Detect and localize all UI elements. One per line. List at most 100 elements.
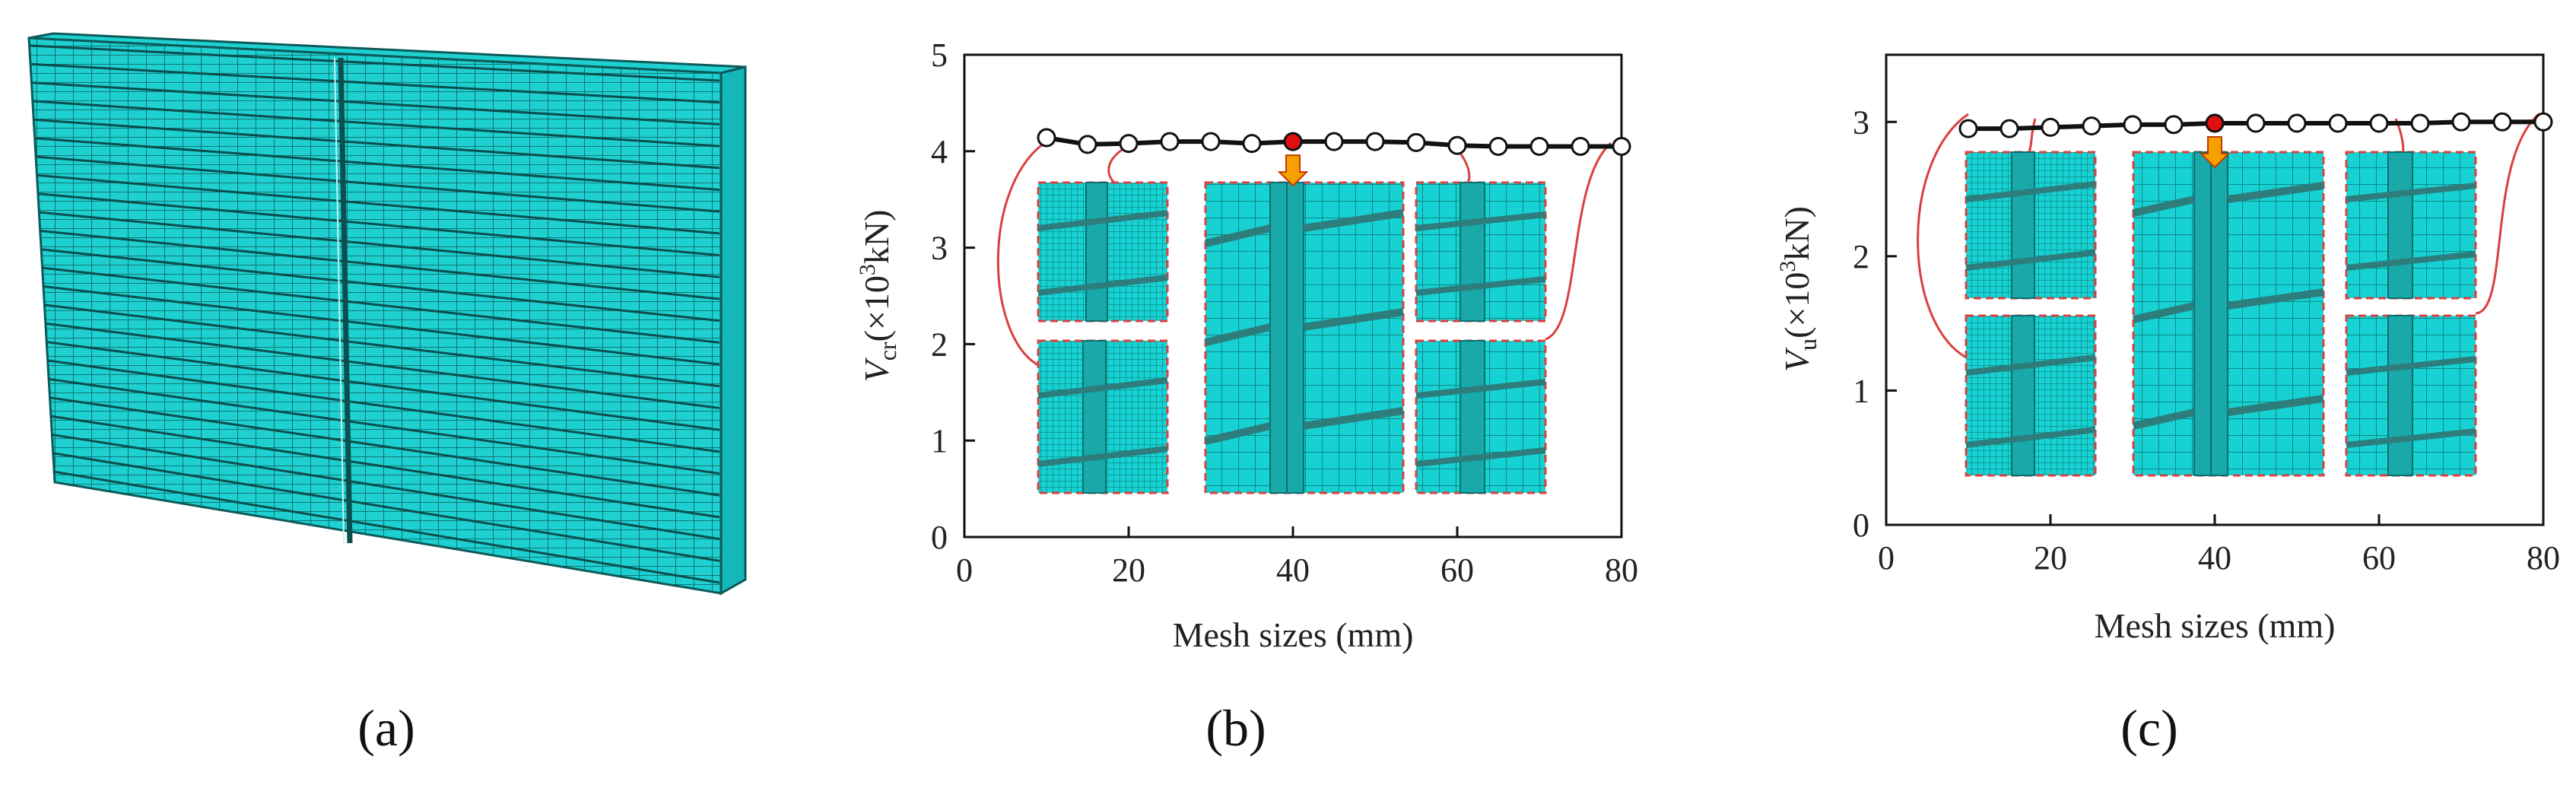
wall-band: [52, 470, 720, 584]
optimal-arrow-icon: [2199, 136, 2231, 169]
panel-a-wall-mesh: [27, 32, 747, 596]
data-point: [1529, 136, 1549, 156]
inset-c-70mm-bottom: [2345, 314, 2477, 477]
wall-band: [40, 229, 720, 300]
wall-band: [36, 155, 720, 213]
x-tick-label: 60: [2362, 539, 2396, 577]
wall-band: [48, 377, 720, 475]
chart-b-xlabel: Mesh sizes (mm): [1173, 615, 1414, 654]
data-point: [1201, 132, 1221, 151]
x-tick-label: 40: [1276, 551, 1310, 589]
wall-vertical-joint: [338, 57, 353, 544]
chart-b-y-axis: 0 1 2 3 4 5: [931, 37, 975, 556]
data-point: [2451, 112, 2471, 132]
data-point: [1958, 119, 1978, 138]
data-point: [1406, 132, 1426, 152]
wall-band: [39, 211, 720, 278]
wall-band: [33, 100, 720, 148]
wall-band: [46, 341, 720, 431]
data-point: [1571, 136, 1590, 156]
data-point: [2041, 117, 2060, 137]
y-tick-label: 3: [1853, 103, 1869, 141]
chart-b-x-axis: 0 20 40 60 80: [956, 526, 1638, 589]
data-point: [1160, 132, 1180, 151]
wall-vertical-joint-highlight: [334, 57, 345, 544]
panel-label-c: (c): [2120, 699, 2177, 757]
wall-side-face: [719, 65, 747, 596]
y-tick-label: 3: [931, 230, 948, 267]
y-tick-label: 5: [931, 37, 948, 74]
optimal-arrow-icon: [1277, 154, 1309, 187]
data-point: [1078, 135, 1097, 154]
wall-band: [31, 62, 720, 104]
wall-band: [49, 415, 720, 519]
data-point: [2246, 113, 2266, 133]
x-tick-label: 20: [1112, 551, 1145, 589]
y-tick-label: 4: [931, 133, 948, 170]
x-tick-label: 60: [1440, 551, 1474, 589]
inset-c-40mm: [2132, 151, 2325, 477]
data-point: [2082, 116, 2101, 136]
y-tick-label: 2: [1853, 238, 1869, 275]
wall-band: [45, 322, 720, 409]
inset-b-70mm-bottom: [1415, 339, 1547, 494]
chart-c-ylabel: Vu(×103kN): [1775, 206, 1822, 372]
inset-b-10mm-top: [1037, 181, 1169, 323]
chart-c-insets: [1917, 113, 2539, 477]
inset-c-10mm-bottom: [1965, 314, 2097, 477]
x-tick-label: 20: [2034, 539, 2067, 577]
wall-horizontal-bands: [30, 44, 720, 584]
wall-band: [41, 248, 720, 323]
chart-b-series: [1037, 128, 1631, 187]
wall-band: [46, 359, 720, 453]
data-point: [1999, 119, 2019, 138]
panel-label-b: (b): [1205, 699, 1266, 757]
data-point-optimal: [1283, 132, 1303, 151]
data-point: [1612, 136, 1631, 156]
chart-b-ylabel: Vcr(×103kN): [855, 210, 901, 383]
data-point: [2369, 113, 2389, 133]
data-point: [1119, 134, 1139, 154]
wall-band: [38, 192, 720, 257]
wall-band: [42, 266, 720, 344]
data-point: [1242, 134, 1262, 154]
y-tick-label: 1: [931, 422, 948, 459]
wall-band: [35, 137, 720, 191]
wall-band: [52, 452, 720, 562]
wall-band: [43, 285, 720, 366]
y-tick-label: 2: [931, 326, 948, 363]
data-point: [1488, 136, 1508, 156]
x-tick-label: 0: [1878, 539, 1895, 577]
data-point: [1037, 128, 1056, 148]
data-point: [1324, 132, 1344, 151]
y-tick-label: 1: [1853, 372, 1869, 409]
chart-b-insets: [996, 138, 1612, 494]
chart-c-x-axis: 0 20 40 60 80: [1878, 514, 2560, 577]
inset-b-70mm-top: [1415, 181, 1547, 323]
inset-b-10mm-bottom: [1037, 339, 1169, 494]
data-point: [2164, 115, 2184, 135]
inset-c-70mm-top: [2345, 151, 2477, 300]
wall-band: [49, 396, 720, 497]
chart-b: 0 1 2 3 4 5 0 20 40 60 80: [855, 37, 1638, 654]
y-tick-label: 0: [931, 519, 948, 556]
x-tick-label: 40: [2198, 539, 2231, 577]
data-point: [2492, 112, 2512, 132]
data-point: [2410, 113, 2430, 133]
inset-b-40mm: [1204, 181, 1405, 494]
data-point: [1365, 132, 1385, 151]
x-tick-label: 80: [2527, 539, 2560, 577]
chart-c-series: [1958, 112, 2553, 169]
wall-band: [30, 44, 720, 82]
chart-c: 0 1 2 3 0 20 40 60 80: [1775, 53, 2560, 645]
data-point: [1447, 135, 1467, 155]
panel-label-a: (a): [357, 699, 415, 757]
data-point: [2287, 113, 2307, 133]
wall-band: [51, 433, 720, 541]
wall-band: [37, 173, 720, 235]
data-point-optimal: [2205, 113, 2225, 133]
data-point: [2328, 113, 2348, 133]
data-point: [2533, 112, 2553, 132]
wall-band: [34, 118, 720, 170]
